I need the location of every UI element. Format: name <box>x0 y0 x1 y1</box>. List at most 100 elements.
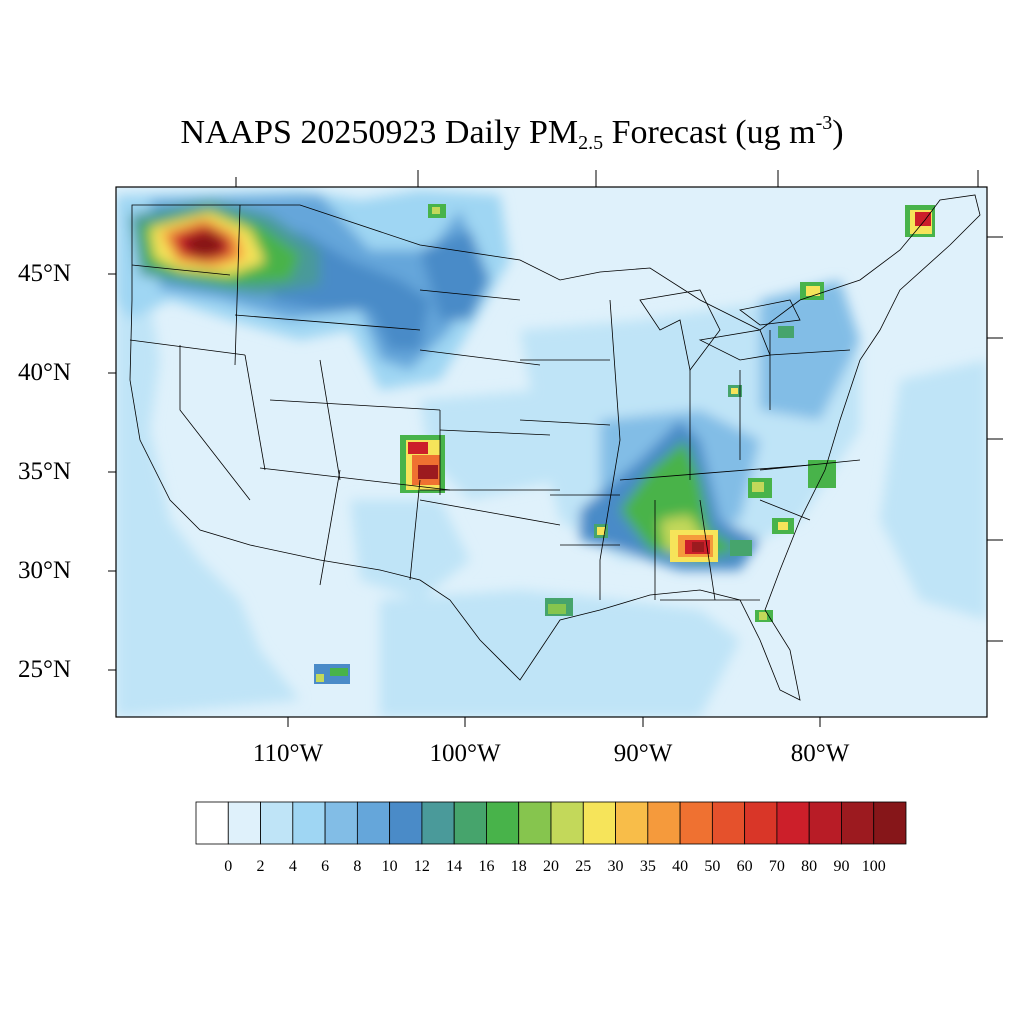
gulf-band <box>380 590 740 717</box>
colorbar-label: 100 <box>861 858 886 875</box>
colorado-hotspot-red-north <box>408 442 428 454</box>
colorbar-swatch <box>808 801 842 845</box>
tennessee-spot-yellow <box>752 482 764 492</box>
colorbar-swatch <box>195 801 229 845</box>
colorbar-swatch <box>582 801 616 845</box>
lon-label-80w: 80°W <box>790 740 850 767</box>
map-title: NAAPS 20250923 Daily PM2.5 Forecast (ug … <box>180 112 844 154</box>
colorbar-label: 50 <box>704 858 721 875</box>
colorbar-label: 35 <box>639 858 656 875</box>
colorbar-label: 25 <box>575 858 592 875</box>
colorbar-label: 4 <box>288 858 297 875</box>
mississippi-hotspot-yellow <box>597 527 605 535</box>
colorbar-swatch <box>776 801 810 845</box>
colorbar-swatch <box>227 801 261 845</box>
us-outline <box>129 194 981 701</box>
nd-spot-yellow <box>432 207 440 214</box>
colorbar-swatch <box>647 801 681 845</box>
colorbar-label: 12 <box>413 858 430 875</box>
southwest-light <box>350 500 470 600</box>
colorbar-label: 18 <box>510 858 527 875</box>
boundaries <box>129 194 981 701</box>
colorbar <box>195 801 907 845</box>
pacific-coast-band <box>116 300 300 717</box>
colorbar-swatch <box>615 801 649 845</box>
border-nm-tx <box>409 479 421 581</box>
border-wa-or <box>131 264 231 276</box>
border-ca-nv <box>179 345 251 501</box>
lon-label-100w: 100°W <box>429 740 501 767</box>
colorbar-swatch <box>518 801 552 845</box>
ontario-hotspot-yellow <box>806 286 820 296</box>
border-sd-ne <box>419 349 541 366</box>
lat-label-35: 35°N <box>18 458 72 485</box>
map-frame <box>115 186 988 718</box>
colorbar-label: 40 <box>672 858 689 875</box>
colorbar-label: 0 <box>224 858 233 875</box>
quebec-hotspot-red <box>915 212 931 226</box>
colorbar-swatch <box>324 801 358 845</box>
colorbar-label: 80 <box>801 858 818 875</box>
border-ia-mo <box>519 419 611 426</box>
border-va-nc <box>759 459 861 471</box>
lon-label-110w: 110°W <box>252 740 324 767</box>
hotspots <box>314 204 935 684</box>
colorbar-label: 90 <box>833 858 850 875</box>
pa-spot <box>778 326 794 338</box>
lat-label-30: 30°N <box>18 557 72 584</box>
colorbar-label: 10 <box>381 858 398 875</box>
mexico-spot-green <box>330 668 348 676</box>
colorbar-label: 60 <box>736 858 753 875</box>
border-or-ca <box>129 339 246 356</box>
border-id-mt <box>234 204 241 366</box>
colorbar-swatch <box>711 801 746 845</box>
colorbar-label: 30 <box>607 858 624 875</box>
colorbar-swatch <box>356 801 391 845</box>
colorbar-swatch <box>744 801 778 845</box>
border-ne-ks <box>439 429 551 436</box>
border-nv-ut <box>244 354 266 471</box>
colorbar-swatch <box>486 801 520 845</box>
border-az-nm <box>319 469 341 586</box>
lon-label-90w: 90°W <box>613 740 673 767</box>
mexico-spot-yellow <box>316 674 324 682</box>
texas-spot-green <box>548 604 566 614</box>
colorbar-label: 8 <box>353 858 362 875</box>
axis-ticks <box>108 170 1003 727</box>
florida-spot-yellow <box>759 612 767 620</box>
indiana-spot-yellow <box>731 388 738 394</box>
border-nd-sd <box>419 289 521 301</box>
colorbar-swatch <box>421 801 455 845</box>
colorbar-label: 16 <box>478 858 495 875</box>
colorbar-label: 70 <box>768 858 785 875</box>
border-wy-co <box>269 399 441 411</box>
colorbar-label: 14 <box>446 858 463 875</box>
georgia-spot <box>730 540 752 556</box>
colorbar-swatch <box>389 801 423 845</box>
lat-label-40: 40°N <box>18 359 72 386</box>
colorbar-swatch <box>679 801 713 845</box>
colorbar-swatch <box>550 801 584 845</box>
colorbar-label: 2 <box>256 858 265 875</box>
border-ny-pa <box>769 349 851 356</box>
border-ut-co <box>319 359 341 481</box>
colorbar-swatch <box>453 801 487 845</box>
border-tn-ky <box>619 464 811 481</box>
border-al-ga <box>699 499 716 601</box>
colorbar-label: 20 <box>543 858 559 875</box>
concentration-field <box>116 187 987 717</box>
border-mt-wy <box>234 314 421 331</box>
colorbar-swatch <box>260 801 294 845</box>
northeast-blue <box>760 280 860 420</box>
atlantic-band <box>880 360 987 620</box>
colorbar-swatch <box>873 801 907 845</box>
nw-plume-core <box>185 230 225 258</box>
alabama-hotspot-core <box>692 542 704 552</box>
lat-label-45: 45°N <box>18 260 72 287</box>
border-ok-tx <box>419 499 561 526</box>
colorbar-label: 6 <box>321 858 330 875</box>
border-ut-az <box>259 467 451 491</box>
plains-light <box>420 390 560 500</box>
lat-label-25: 25°N <box>18 656 72 683</box>
